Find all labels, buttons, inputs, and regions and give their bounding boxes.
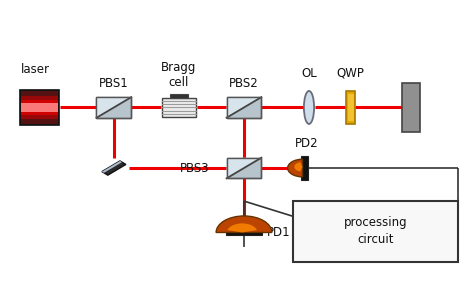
Wedge shape — [228, 223, 257, 232]
Bar — [227, 158, 261, 178]
Polygon shape — [97, 97, 131, 118]
Bar — [402, 83, 420, 132]
Bar — [21, 96, 58, 119]
Bar — [97, 97, 131, 118]
Text: processing
circuit: processing circuit — [343, 216, 407, 246]
Text: QWP: QWP — [337, 67, 365, 80]
Text: PD1: PD1 — [267, 226, 291, 239]
Text: PBS1: PBS1 — [99, 76, 129, 90]
Text: Bragg
cell: Bragg cell — [161, 61, 197, 89]
Bar — [301, 157, 308, 180]
Bar — [227, 97, 261, 118]
Bar — [348, 94, 354, 121]
Ellipse shape — [304, 91, 314, 124]
Bar — [21, 91, 58, 124]
Text: PD2: PD2 — [295, 137, 319, 150]
Polygon shape — [227, 158, 261, 178]
Bar — [20, 90, 59, 125]
Bar — [226, 230, 262, 235]
Bar — [170, 94, 188, 98]
Text: laser: laser — [20, 63, 49, 76]
Bar — [162, 98, 196, 117]
Bar — [21, 103, 58, 112]
Bar — [346, 91, 356, 124]
Bar — [227, 158, 261, 178]
Wedge shape — [288, 159, 302, 177]
Polygon shape — [102, 161, 122, 173]
Text: PBS3: PBS3 — [180, 162, 209, 175]
Polygon shape — [227, 97, 261, 118]
Bar — [293, 201, 457, 262]
Wedge shape — [294, 162, 302, 172]
Polygon shape — [102, 161, 126, 175]
Wedge shape — [216, 216, 272, 232]
Text: PBS2: PBS2 — [229, 76, 259, 90]
Text: OL: OL — [301, 67, 317, 80]
Bar — [227, 97, 261, 118]
Bar — [97, 97, 131, 118]
Bar — [21, 100, 58, 115]
